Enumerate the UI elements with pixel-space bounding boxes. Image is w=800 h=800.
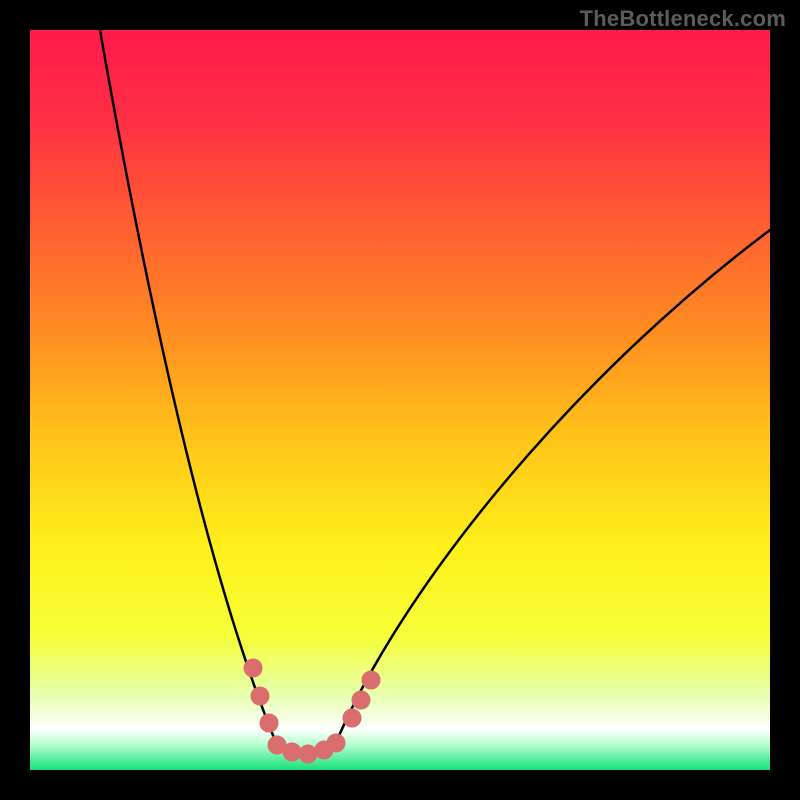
marker-point bbox=[299, 745, 317, 763]
marker-point bbox=[343, 709, 361, 727]
marker-point bbox=[352, 691, 370, 709]
watermark-text: TheBottleneck.com bbox=[580, 6, 786, 32]
marker-point bbox=[251, 687, 269, 705]
marker-point bbox=[362, 671, 380, 689]
marker-point bbox=[260, 714, 278, 732]
marker-point bbox=[283, 743, 301, 761]
marker-point bbox=[244, 659, 262, 677]
chart-svg bbox=[30, 30, 770, 770]
marker-point bbox=[327, 734, 345, 752]
chart-frame: TheBottleneck.com bbox=[0, 0, 800, 800]
gradient-background bbox=[30, 30, 770, 770]
plot-area bbox=[30, 30, 770, 770]
